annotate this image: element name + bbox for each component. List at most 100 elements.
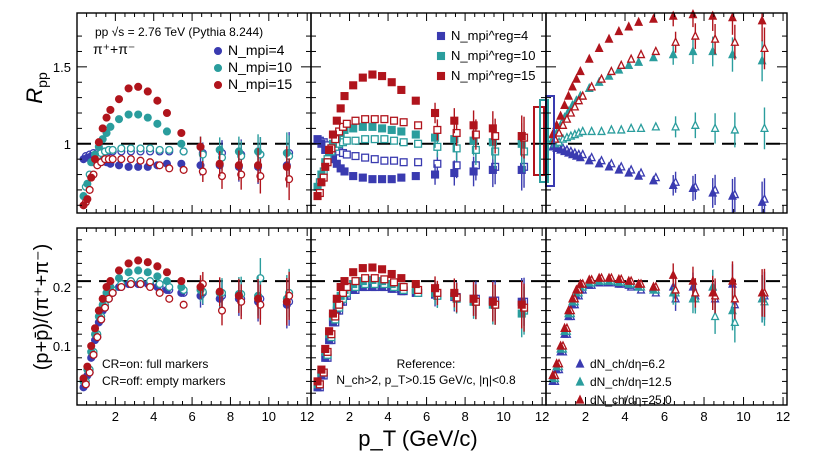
systematic-box xyxy=(539,99,549,183)
data-point-Nmpi_reg xyxy=(340,92,349,101)
data-point-Nmpi_reg xyxy=(342,136,351,145)
data-point-Nmpi_ratio xyxy=(162,268,172,277)
data-point-dNch xyxy=(626,122,636,133)
data-point-dNch xyxy=(690,119,700,129)
data-point-Nmpi_reg xyxy=(387,125,396,134)
data-point-dNch xyxy=(760,42,769,53)
data-point-Nmpi_ratio xyxy=(114,266,124,275)
legend-marker xyxy=(575,358,585,368)
data-point-dNch_ratio xyxy=(571,284,581,294)
data-point-Nmpi_ratio xyxy=(108,288,117,297)
data-point-Nmpi_reg_ratio xyxy=(328,309,338,318)
data-point-Nmpi_ratio xyxy=(117,282,126,292)
data-point-Nmpi xyxy=(155,161,164,170)
data-point-Nmpi_reg_ratio xyxy=(517,300,526,309)
marker-layer xyxy=(79,9,769,392)
data-point-dNch_ratio xyxy=(552,358,562,368)
data-point-Nmpi_reg_ratio xyxy=(368,263,377,272)
y-tick-label-top: 1 xyxy=(64,137,71,152)
data-point-Nmpi_reg_ratio xyxy=(332,294,341,303)
data-point-Nmpi xyxy=(98,124,107,133)
legend-marker xyxy=(436,51,446,61)
data-point-dNch xyxy=(614,25,624,36)
data-point-Nmpi_ratio xyxy=(146,282,155,292)
data-point-Nmpi_reg_ratio xyxy=(450,288,459,297)
data-point-Nmpi_reg_ratio xyxy=(370,274,379,283)
data-point-dNch_ratio xyxy=(688,275,698,285)
x-tick-label: 6 xyxy=(423,409,430,424)
x-tick-label: 2 xyxy=(346,409,353,424)
data-point-Nmpi xyxy=(234,161,243,170)
data-point-dNch_ratio xyxy=(710,311,720,321)
data-point-Nmpi_reg xyxy=(433,142,442,151)
x-tick-label: 2 xyxy=(582,409,589,424)
y-tick-label-bottom: 0.1 xyxy=(53,339,71,354)
data-point-Nmpi_reg xyxy=(399,118,408,127)
data-point-Nmpi xyxy=(177,139,186,148)
data-point-dNch_ratio xyxy=(634,278,644,288)
legend-marker xyxy=(213,46,223,56)
data-point-Nmpi_reg_ratio xyxy=(469,294,478,303)
data-point-dNch xyxy=(570,101,580,111)
data-point-dNch xyxy=(562,113,572,123)
data-point-Nmpi_reg xyxy=(399,158,408,167)
data-point-dNch xyxy=(604,70,614,80)
data-point-Nmpi xyxy=(83,195,92,204)
x-tick-label: 10 xyxy=(496,409,510,424)
data-point-Nmpi_ratio xyxy=(114,274,124,283)
data-point-dNch xyxy=(636,122,646,133)
data-point-dNch_ratio xyxy=(668,269,678,279)
reference-note: Reference: xyxy=(397,357,456,371)
energy-label: pp √s = 2.76 TeV (Pythia 8.244) xyxy=(95,25,263,39)
data-point-Nmpi xyxy=(162,108,172,118)
data-point-Nmpi_ratio xyxy=(143,268,152,277)
data-point-dNch xyxy=(728,12,737,22)
data-point-Nmpi xyxy=(136,144,145,153)
data-point-dNch xyxy=(668,10,678,20)
data-point-Nmpi_reg xyxy=(469,167,478,176)
data-point-Nmpi_ratio xyxy=(94,306,103,315)
legend-label: dN_ch/dη=6.2 xyxy=(590,357,665,371)
data-point-dNch xyxy=(584,53,594,63)
data-point-dNch_ratio xyxy=(757,287,767,297)
legend-label: N_mpi=4 xyxy=(228,42,285,58)
data-point-Nmpi_ratio xyxy=(134,256,143,265)
data-point-Nmpi_reg xyxy=(370,115,379,124)
x-tick-label: 8 xyxy=(461,409,468,424)
data-point-Nmpi_reg_ratio xyxy=(361,274,370,283)
y-axis-label-top: Rpp xyxy=(22,72,50,104)
cuts-note: N_ch>2, p_T>0.15 GeV/c, |η|<0.8 xyxy=(336,373,516,387)
data-point-Nmpi_reg xyxy=(433,159,442,168)
data-point-dNch xyxy=(690,30,700,40)
data-point-Nmpi_reg xyxy=(450,168,459,178)
data-point-dNch xyxy=(578,90,588,100)
data-point-Nmpi_reg_ratio xyxy=(358,264,367,273)
x-tick-label: 12 xyxy=(535,409,549,424)
data-point-Nmpi_reg xyxy=(358,73,367,82)
x-tick-label: 10 xyxy=(262,409,276,424)
data-point-Nmpi_reg xyxy=(358,122,367,131)
data-point-Nmpi_reg_ratio xyxy=(325,327,334,336)
data-point-Nmpi_reg xyxy=(517,165,526,174)
data-point-Nmpi_reg_ratio xyxy=(399,282,408,292)
data-point-Nmpi_reg xyxy=(488,165,497,174)
data-point-Nmpi xyxy=(124,110,133,119)
data-point-Nmpi_reg xyxy=(430,108,440,118)
data-point-Nmpi_reg xyxy=(397,173,406,182)
data-point-Nmpi_ratio xyxy=(177,277,186,286)
data-point-dNch xyxy=(668,179,678,189)
data-point-dNch_ratio xyxy=(560,322,570,332)
data-point-dNch xyxy=(730,124,740,134)
data-point-Nmpi_ratio xyxy=(124,268,133,277)
data-point-dNch xyxy=(558,119,568,129)
data-point-Nmpi_ratio xyxy=(83,362,92,371)
data-point-Nmpi_reg xyxy=(328,130,338,139)
data-point-Nmpi_ratio xyxy=(162,277,172,286)
data-point-dNch_ratio xyxy=(649,281,658,291)
data-point-dNch xyxy=(730,36,740,46)
data-point-dNch xyxy=(614,164,624,174)
panel-frame-top-2 xyxy=(545,12,788,214)
data-point-dNch xyxy=(760,122,769,133)
data-point-Nmpi_reg_ratio xyxy=(411,279,420,289)
legend-label: N_mpi=10 xyxy=(228,59,292,75)
